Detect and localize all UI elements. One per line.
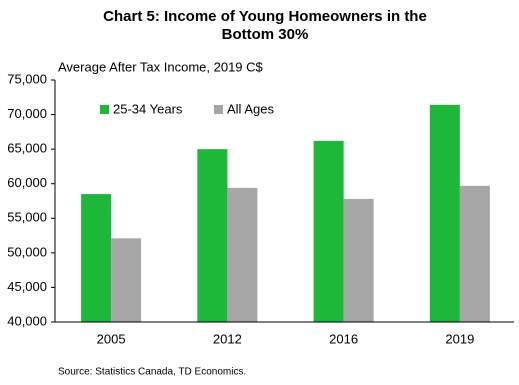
bar (111, 238, 142, 322)
y-tick-label: 75,000 (7, 71, 47, 86)
y-tick-label: 55,000 (7, 210, 47, 225)
y-tick-label: 50,000 (7, 244, 47, 259)
x-tick-label: 2005 (97, 331, 126, 346)
legend-label: 25-34 Years (113, 101, 183, 116)
y-tick-label: 40,000 (7, 313, 47, 328)
x-tick-label: 2016 (329, 331, 358, 346)
legend-swatch (100, 105, 109, 114)
source: Source: Statistics Canada, TD Economics. (58, 367, 246, 378)
y-tick-label: 45,000 (7, 279, 47, 294)
y-tick-label: 65,000 (7, 141, 47, 156)
legend-label: All Ages (227, 101, 274, 116)
y-tick-label: 70,000 (7, 106, 47, 121)
bar (227, 187, 258, 322)
bar (313, 140, 344, 322)
bar (459, 185, 490, 322)
x-tick-label: 2019 (445, 331, 474, 346)
y-tick-label: 60,000 (7, 175, 47, 190)
bar (343, 198, 374, 322)
chart-title: Chart 5: Income of Young Homeowners in t… (103, 8, 427, 25)
y-axis-label: Average After Tax Income, 2019 C$ (58, 59, 264, 74)
x-tick-label: 2012 (213, 331, 242, 346)
bar (197, 149, 228, 322)
chart-title: Bottom 30% (222, 26, 309, 43)
bar (81, 194, 112, 322)
bar (429, 104, 460, 323)
legend-swatch (214, 105, 223, 114)
